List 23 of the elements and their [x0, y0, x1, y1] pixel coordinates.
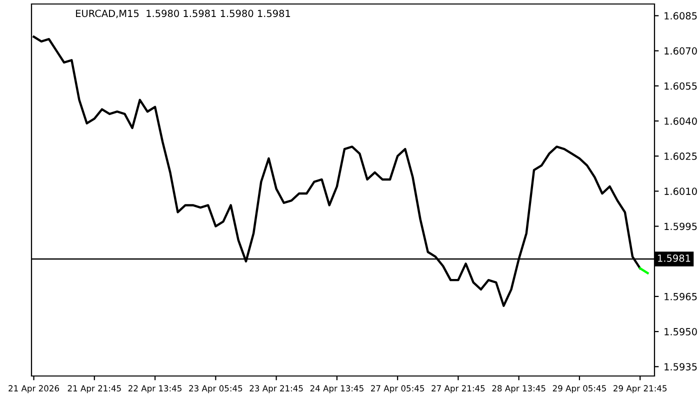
text: EURCAD,M15 1.5980 1.5981 1.5980 1.5981	[76, 10, 290, 18]
ref-line-label: 1.5981	[658, 254, 690, 262]
y-tick-label: 1.6025	[664, 152, 697, 160]
x-tick-label: 23 Apr 05:45	[189, 385, 242, 394]
y-tick-label: 1.5935	[664, 363, 697, 370]
y-tick-label: 1.6070	[664, 47, 697, 55]
x-tick-label: 22 Apr 13:45	[128, 385, 182, 394]
x-tick-label: 21 Apr 2026	[8, 385, 60, 394]
y-tick-label: 1.5995	[664, 222, 697, 230]
x-tick-label: 29 Apr 05:45	[552, 385, 606, 394]
x-tick-label: 27 Apr 21:45	[432, 385, 485, 394]
y-tick-label: 1.6055	[664, 82, 697, 90]
x-tick-label: 29 Apr 21:45	[614, 385, 667, 394]
x-tick-label: 27 Apr 05:45	[371, 385, 424, 394]
x-tick-label: 23 Apr 21:45	[250, 385, 303, 394]
x-tick-label: 21 Apr 21:45	[68, 385, 121, 394]
y-tick-label: 1.5965	[664, 292, 697, 300]
y-tick-label: 1.5950	[664, 328, 697, 336]
x-tick-label: 28 Apr 13:45	[492, 385, 546, 394]
y-tick-label: 1.6010	[664, 188, 697, 195]
y-tick-label: 1.6040	[664, 117, 697, 125]
x-tick-label: 24 Apr 13:45	[310, 385, 364, 394]
y-tick-label: 1.6085	[664, 12, 697, 20]
